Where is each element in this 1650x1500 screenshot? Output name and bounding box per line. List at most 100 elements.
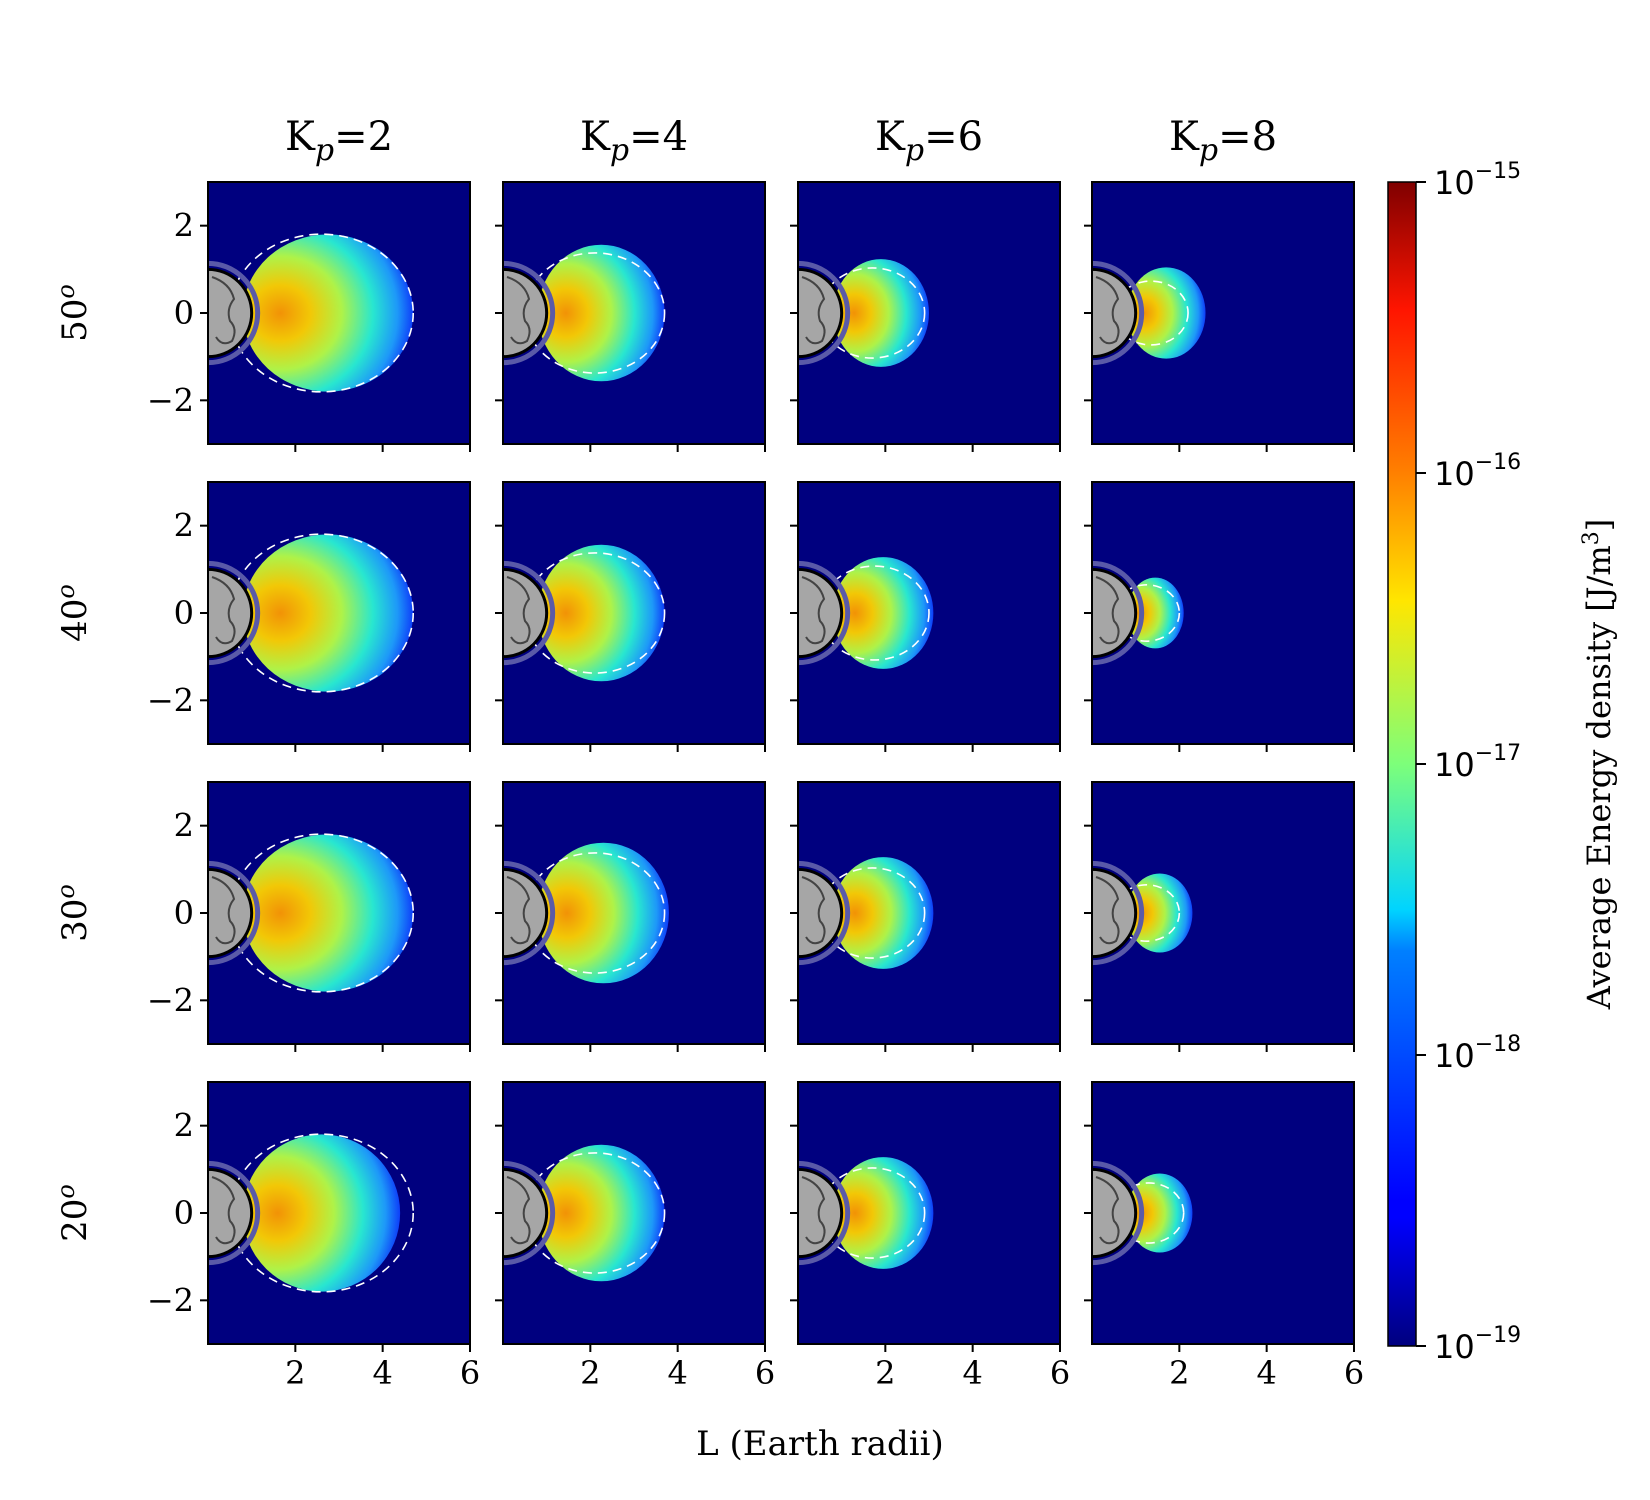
panel: [1084, 781, 1355, 1052]
panel: 2 4 6 2 0 −2: [147, 1081, 480, 1392]
colorbar-gradient: [1387, 181, 1417, 1347]
energy-density-region: [832, 557, 934, 669]
y-tick-label: 2: [174, 1107, 194, 1145]
continent-outline: [1095, 1176, 1120, 1245]
y-tick-label: 2: [174, 807, 194, 845]
energy-density-region: [1126, 873, 1193, 953]
panel: [1084, 181, 1355, 452]
continent-outline: [506, 576, 531, 645]
energy-density-region: [242, 534, 414, 692]
continent-outline: [211, 876, 236, 945]
dashed-boundary: [524, 1152, 666, 1274]
y-tick-label: −2: [147, 681, 194, 719]
dashed-boundary: [229, 533, 415, 693]
x-tick-label: 2: [875, 1354, 895, 1392]
energy-density-region: [1126, 267, 1206, 359]
x-tick-label: 6: [460, 1354, 480, 1392]
panel: [790, 781, 1061, 1052]
energy-density-region: [537, 244, 665, 382]
x-tick-label: 4: [372, 1354, 392, 1392]
x-tick-label: 6: [755, 1354, 775, 1392]
earth-halo: [798, 260, 851, 366]
energy-density-region: [1126, 577, 1184, 649]
column-title: Kp=6: [875, 114, 983, 168]
colorbar-label: Average Energy density [J/m3]: [1579, 519, 1618, 1010]
continent-outline: [211, 276, 236, 345]
x-tick-label: 6: [1344, 1354, 1364, 1392]
energy-density-region: [537, 1144, 665, 1282]
dashed-boundary: [524, 252, 666, 374]
panel: [790, 181, 1061, 452]
x-tick-label: 4: [667, 1354, 687, 1392]
dashed-boundary: [524, 852, 666, 974]
colorbar-tick-label: 10−17: [1434, 741, 1521, 784]
energy-density-region: [242, 834, 414, 992]
row-label: 40o: [52, 584, 95, 642]
colorbar-ticks: 10−15 10−16 10−17 10−18 10−19: [1416, 159, 1521, 1366]
panel: [790, 481, 1061, 752]
row-label: 30o: [52, 884, 95, 942]
continent-outline: [801, 876, 826, 945]
column-title: Kp=4: [580, 114, 688, 168]
y-tick-label: 0: [174, 894, 194, 932]
colorbar-tick-label: 10−15: [1434, 159, 1521, 202]
panel: [495, 481, 766, 752]
earth-halo: [208, 260, 261, 366]
panel: 2 0 −2: [147, 781, 471, 1052]
continent-outline: [506, 1176, 531, 1245]
panel: [495, 181, 766, 452]
y-tick-label: 2: [174, 507, 194, 545]
energy-density-region: [537, 842, 669, 984]
row-label: 20o: [52, 1184, 95, 1242]
dashed-boundary: [524, 552, 666, 674]
continent-outline: [801, 576, 826, 645]
y-tick-label: −2: [147, 981, 194, 1019]
dashed-boundary: [229, 1133, 415, 1293]
panel: 2 0 −2: [147, 181, 471, 452]
column-title: Kp=2: [285, 114, 393, 168]
energy-density-region: [832, 857, 934, 969]
panel: 2 0 −2: [147, 481, 471, 752]
column-titles: Kp=2 Kp=4 Kp=6 Kp=8: [285, 114, 1277, 168]
y-tick-label: 0: [174, 594, 194, 632]
earth-halo: [208, 560, 261, 666]
earth-halo: [798, 860, 851, 966]
colorbar: 10−15 10−16 10−17 10−18 10−19 Average Energy…: [1387, 159, 1618, 1366]
continent-outline: [1095, 276, 1120, 345]
earth-icon: [798, 267, 844, 359]
row-labels: 50o 40o 30o 20o: [52, 284, 95, 1242]
colorbar-tick-label: 10−16: [1434, 450, 1521, 493]
energy-density-region: [832, 259, 929, 367]
earth-icon: [208, 267, 254, 359]
panel: [495, 781, 766, 1052]
continent-outline: [211, 576, 236, 645]
x-tick-label: 6: [1050, 1354, 1070, 1392]
y-tick-label: −2: [147, 1281, 194, 1319]
panel-grid: 2 0 −2 2 0 −2 2 0 −2 2 4 6 2 0 −2 2 4 6 2 4 6 2 4 6: [147, 181, 1364, 1392]
earth-icon: [798, 1167, 844, 1259]
earth-halo: [208, 1160, 261, 1266]
column-title: Kp=8: [1169, 114, 1277, 168]
panel: 2 4 6: [790, 1081, 1070, 1392]
energy-density-region: [242, 234, 414, 392]
x-tick-label: 4: [1256, 1354, 1276, 1392]
dashed-boundary: [229, 833, 415, 993]
continent-outline: [1095, 876, 1120, 945]
continent-outline: [801, 1176, 826, 1245]
y-tick-label: 0: [174, 294, 194, 332]
x-tick-label: 2: [580, 1354, 600, 1392]
dashed-boundary: [1113, 1182, 1185, 1244]
panel: 2 4 6: [495, 1081, 775, 1392]
y-tick-label: 0: [174, 1194, 194, 1232]
continent-outline: [506, 276, 531, 345]
energy-density-region: [242, 1134, 401, 1292]
earth-icon: [208, 567, 254, 659]
x-axis-label: L (Earth radii): [696, 1424, 944, 1464]
energy-density-region: [537, 544, 665, 682]
continent-outline: [801, 276, 826, 345]
dashed-boundary: [819, 565, 930, 661]
earth-halo: [798, 560, 851, 666]
colorbar-tick-label: 10−19: [1434, 1323, 1521, 1366]
y-tick-label: −2: [147, 381, 194, 419]
